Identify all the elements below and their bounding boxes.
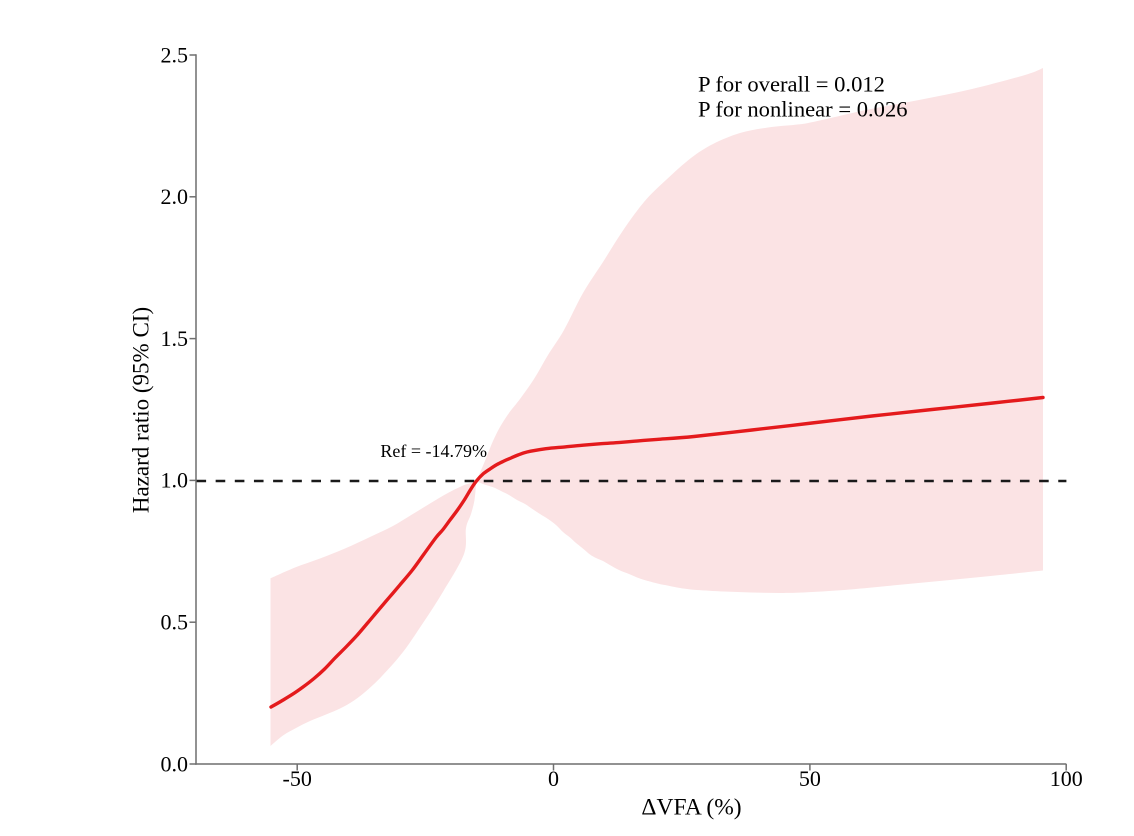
- svg-text:Hazard ratio (95% CI): Hazard ratio (95% CI): [129, 307, 154, 513]
- svg-text:2.0: 2.0: [161, 184, 189, 209]
- svg-text:1.0: 1.0: [161, 468, 189, 493]
- svg-text:1.5: 1.5: [161, 326, 189, 351]
- svg-text:Ref = -14.79%: Ref = -14.79%: [380, 441, 487, 461]
- svg-text:2.5: 2.5: [161, 42, 189, 67]
- svg-text:-50: -50: [283, 766, 312, 791]
- svg-text:0: 0: [548, 766, 559, 791]
- svg-text:P for nonlinear = 0.026: P for nonlinear = 0.026: [698, 97, 908, 122]
- svg-text:0.0: 0.0: [161, 751, 189, 776]
- svg-text:0.5: 0.5: [161, 610, 189, 635]
- svg-text:50: 50: [799, 766, 821, 791]
- svg-text:P for overall = 0.012: P for overall = 0.012: [698, 72, 885, 97]
- svg-text:ΔVFA (%): ΔVFA (%): [641, 795, 741, 821]
- svg-text:100: 100: [1050, 766, 1083, 791]
